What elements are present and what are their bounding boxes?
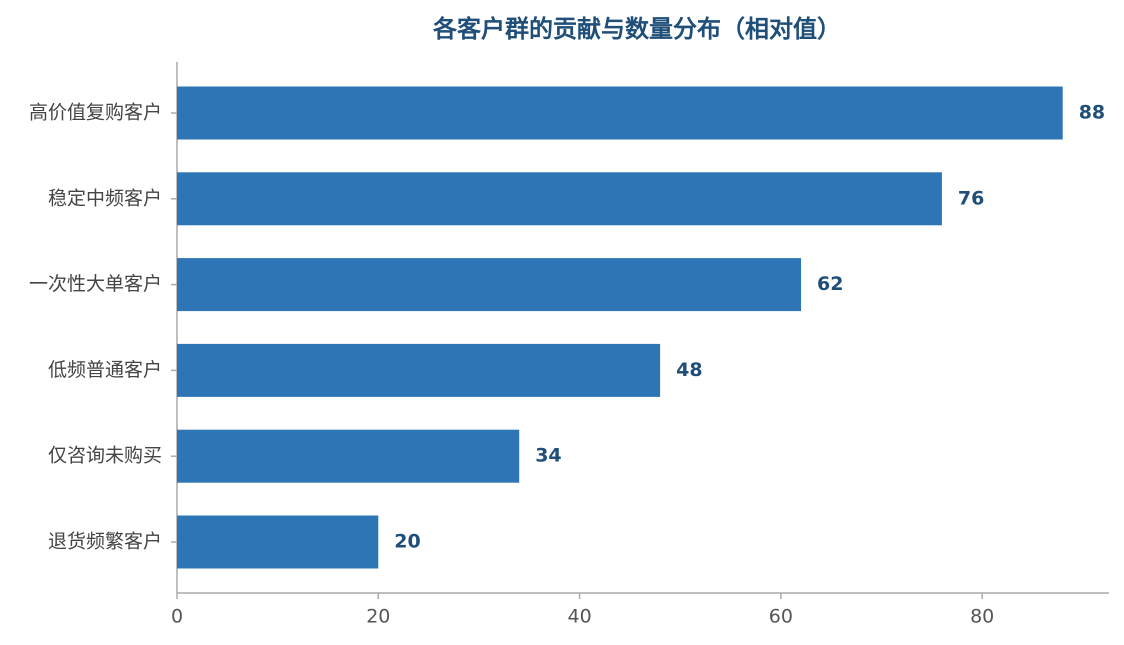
bar	[177, 258, 802, 312]
bar	[177, 86, 1063, 140]
value-label: 76	[958, 187, 984, 209]
x-tick-label: 40	[567, 606, 591, 628]
bar	[177, 172, 942, 226]
bar	[177, 515, 379, 569]
bar	[177, 429, 520, 483]
y-tick-label: 低频普通客户	[48, 359, 162, 381]
x-tick-label: 60	[769, 606, 793, 628]
x-tick-label: 80	[970, 606, 994, 628]
value-label: 48	[676, 359, 702, 381]
y-tick-label: 高价值复购客户	[29, 102, 162, 124]
x-tick-label: 20	[366, 606, 390, 628]
value-label: 34	[535, 445, 561, 467]
y-tick-label: 仅咨询未购买	[48, 445, 162, 467]
x-tick-label: 0	[171, 606, 183, 628]
bar	[177, 343, 661, 397]
y-tick-label: 一次性大单客户	[29, 273, 162, 295]
value-label: 88	[1079, 102, 1105, 124]
value-label: 20	[394, 531, 420, 553]
y-tick-label: 稳定中频客户	[48, 187, 162, 209]
value-label: 62	[817, 273, 843, 295]
y-tick-label: 退货频繁客户	[48, 531, 162, 553]
chart-title: 各客户群的贡献与数量分布（相对值）	[432, 15, 841, 43]
